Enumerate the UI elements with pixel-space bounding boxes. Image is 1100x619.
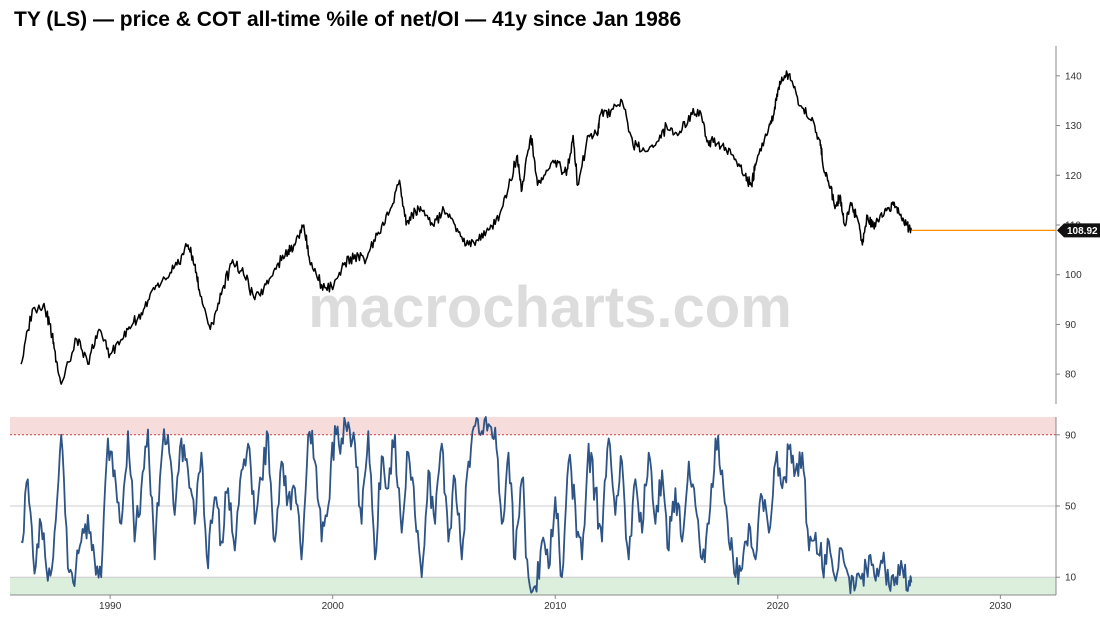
price-y-tick-label: 100 <box>1065 270 1082 281</box>
cot-y-tick-label: 90 <box>1065 430 1077 441</box>
price-panel: 8090100110120130140108.92 <box>20 46 1100 404</box>
x-tick-label: 1990 <box>99 601 122 612</box>
watermark-text: macrocharts.com <box>308 275 792 340</box>
cot-percentile-panel: 10 50 90 1990 2000 2010 2020 2030 <box>10 416 1077 612</box>
x-tick-label: 2030 <box>989 601 1012 612</box>
price-y-tick-label: 130 <box>1065 121 1082 132</box>
price-y-tick-label: 140 <box>1065 71 1082 82</box>
x-tick-label: 2000 <box>322 601 345 612</box>
cot-y-tick-label: 10 <box>1065 573 1077 584</box>
price-y-tick-label: 90 <box>1065 320 1077 331</box>
last-value-badge <box>1057 223 1100 238</box>
cot-percentile-line <box>20 416 913 595</box>
upper-extreme-band <box>10 417 1056 435</box>
lower-extreme-band <box>10 577 1056 595</box>
x-tick-label: 2020 <box>767 601 790 612</box>
price-series-line <box>20 70 913 385</box>
chart-title: TY (LS) — price & COT all-time %ile of n… <box>14 8 682 31</box>
price-y-tick-label: 120 <box>1065 171 1082 182</box>
x-tick-label: 2010 <box>544 601 567 612</box>
cot-y-tick-label: 50 <box>1065 502 1077 513</box>
last-value-label: 108.92 <box>1067 226 1098 237</box>
price-y-tick-label: 80 <box>1065 370 1077 381</box>
watermark-layer: macrocharts.com <box>308 275 792 340</box>
